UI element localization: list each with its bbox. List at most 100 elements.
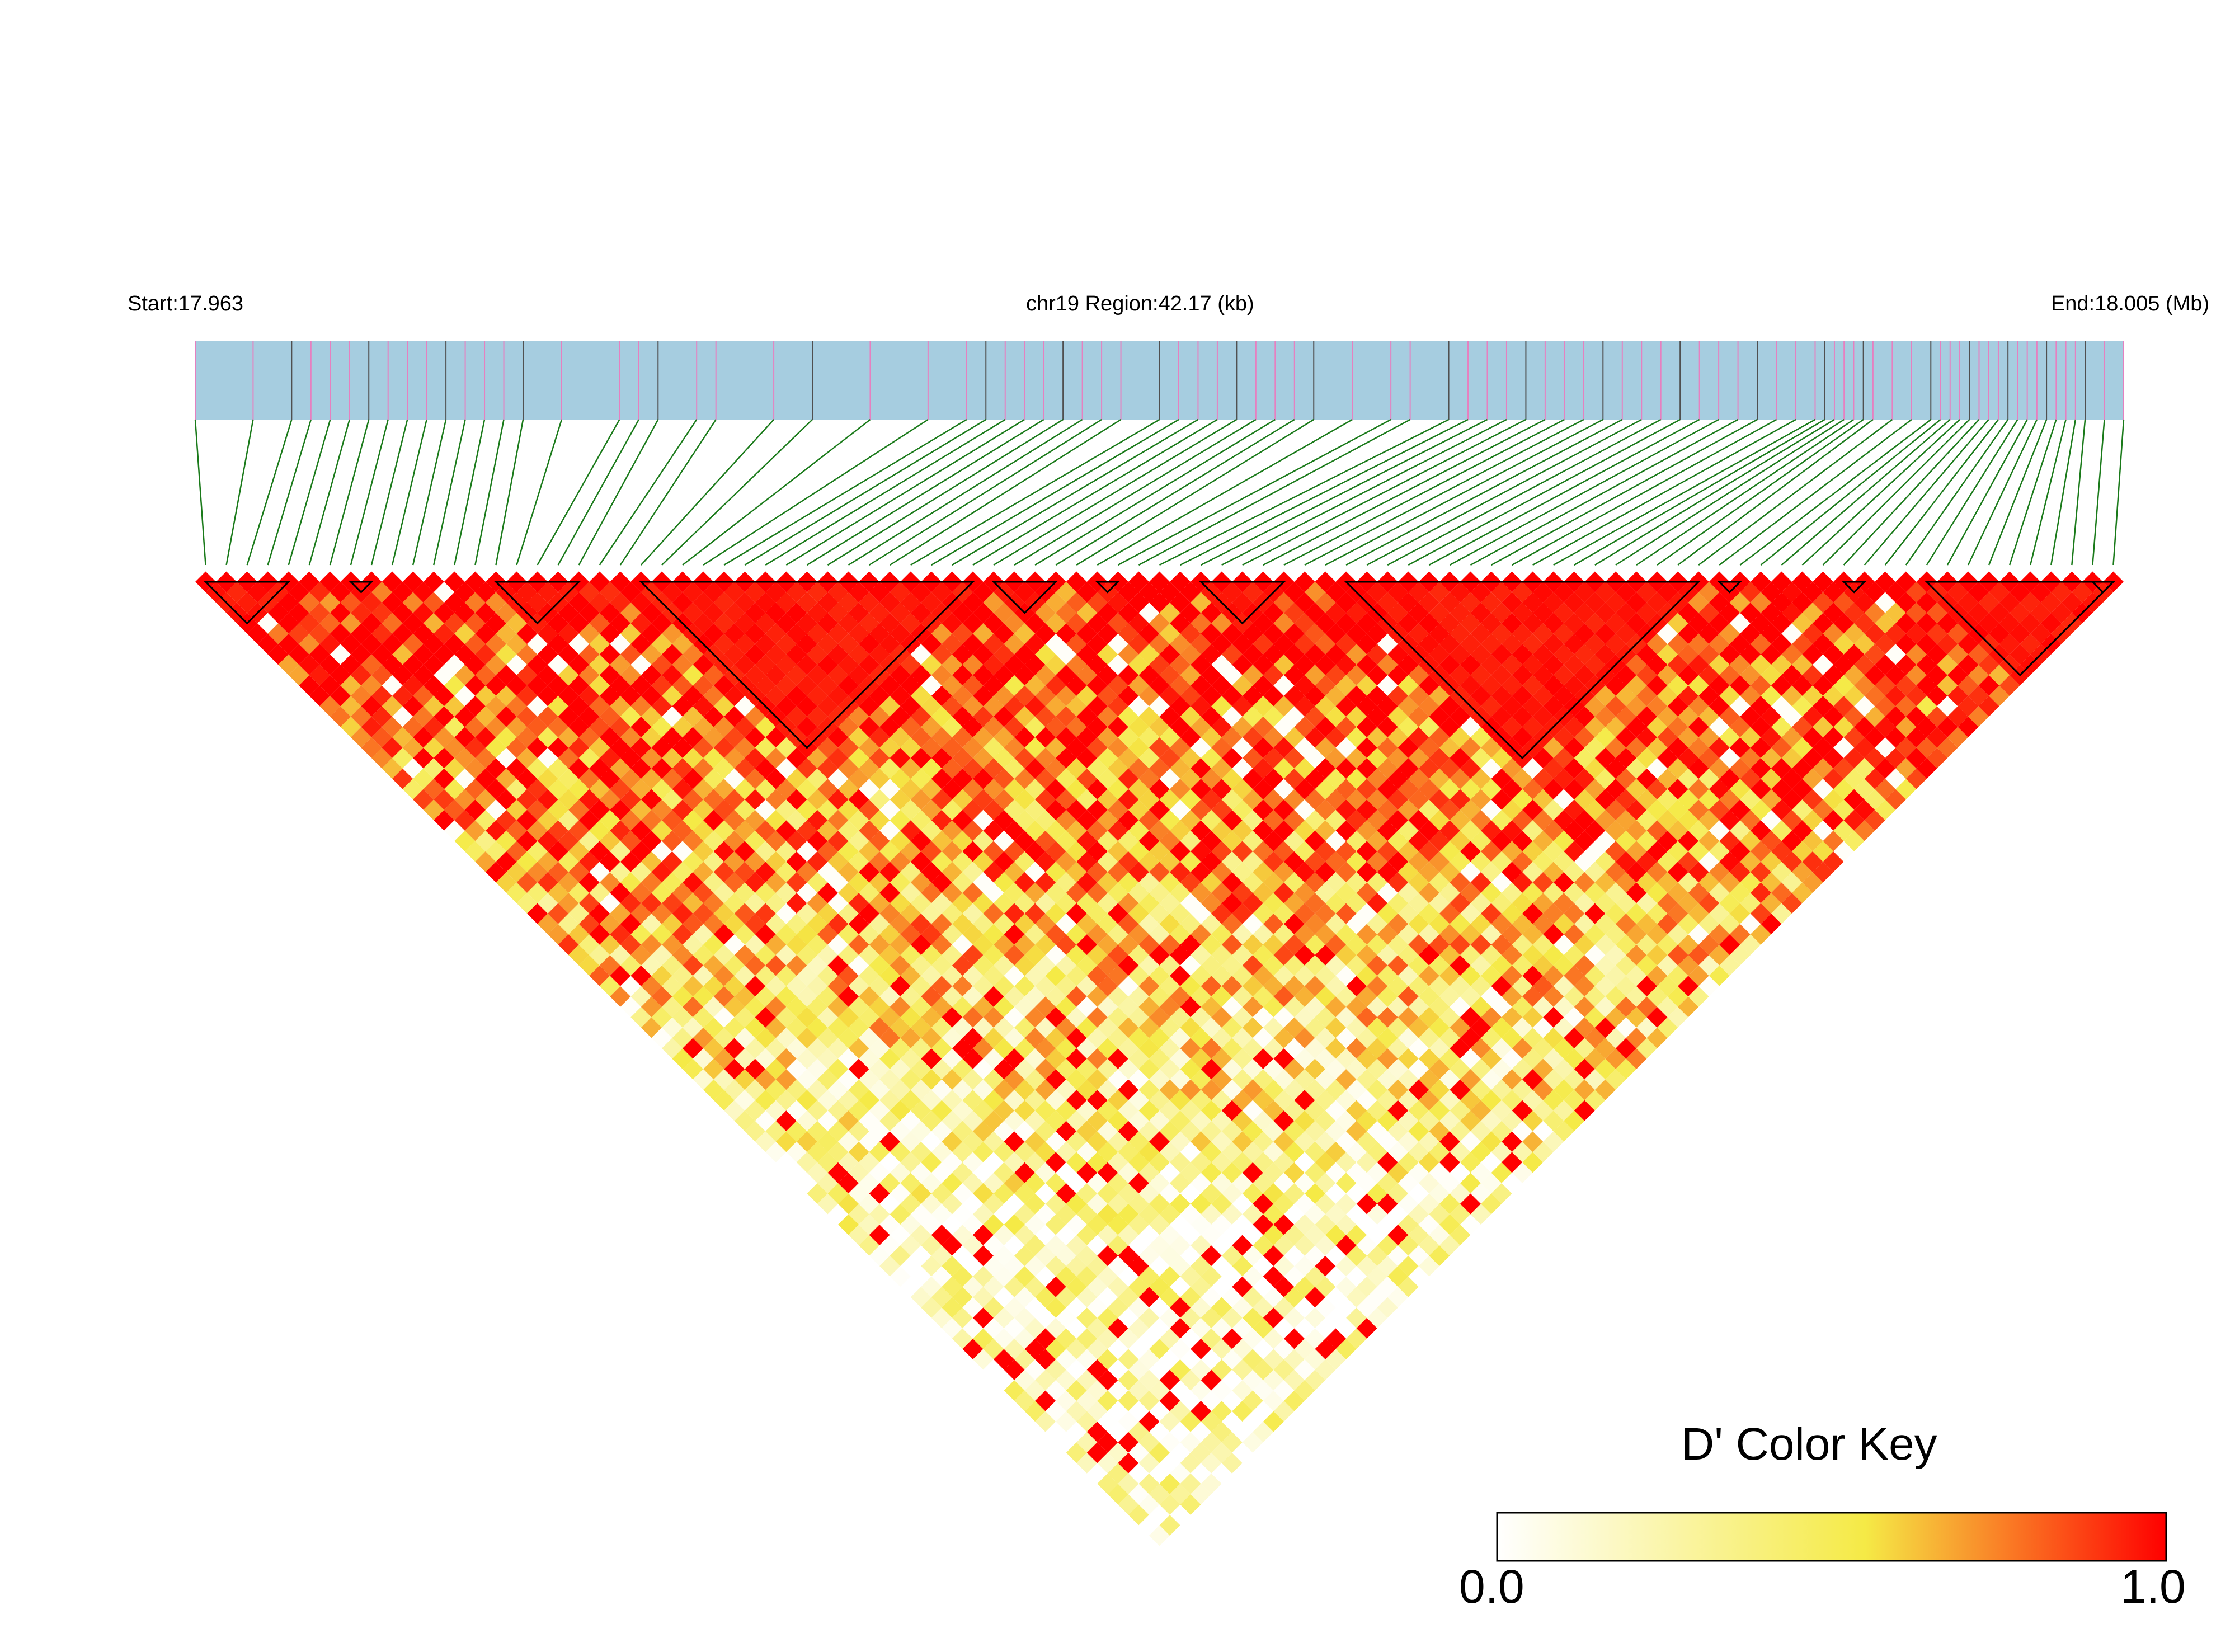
ld-cell (475, 747, 496, 769)
ld-cell (1346, 1307, 1367, 1329)
ld-cell (1128, 841, 1149, 862)
ld-cell (1180, 809, 1201, 831)
ld-cell (962, 1193, 984, 1215)
ld-cell (1045, 1317, 1066, 1339)
ld-cell (413, 603, 434, 624)
ld-cell (1875, 799, 1896, 821)
ld-cell (527, 799, 548, 821)
ld-cell (765, 1058, 787, 1080)
ld-diagonal-cell (444, 571, 465, 592)
ld-cell (962, 695, 984, 717)
ld-cell (1263, 955, 1284, 976)
ld-cell (1004, 675, 1025, 696)
ld-cell (1346, 914, 1367, 935)
ld-cell (962, 737, 984, 759)
snp-connector (225, 419, 254, 566)
ld-cell (1004, 841, 1025, 862)
ld-cell (350, 623, 372, 644)
ld-cell (548, 675, 569, 696)
ld-cell (962, 1152, 984, 1173)
ld-cell (392, 706, 413, 727)
ld-cell (807, 1183, 828, 1204)
ld-cell (838, 799, 859, 821)
ld-cell (879, 882, 901, 903)
ld-cell (1502, 779, 1523, 800)
ld-cell (548, 799, 569, 821)
ld-cell (724, 706, 745, 727)
ld-cell (1502, 654, 1523, 675)
ld-cell (765, 851, 787, 872)
ld-cell (350, 665, 372, 686)
ld-cell (1346, 1079, 1367, 1100)
ld-cell (1263, 1058, 1284, 1080)
ld-cell (496, 809, 517, 831)
ld-cell (1667, 799, 1688, 821)
ld-cell (879, 862, 901, 883)
ld-cell (1128, 862, 1149, 883)
ld-cell (1180, 1369, 1201, 1391)
snp-connector (578, 419, 659, 566)
ld-cell (1263, 1411, 1284, 1432)
ld-cell (599, 706, 620, 727)
ld-cell (807, 996, 828, 1018)
ld-cell (765, 1079, 787, 1100)
ld-cell (1346, 934, 1367, 956)
ld-cell (807, 851, 828, 872)
snp-connector (474, 419, 505, 566)
ld-cell (1045, 965, 1066, 986)
ld-cell (1004, 882, 1025, 903)
ld-cell (1086, 675, 1108, 696)
ld-cell (1750, 882, 1771, 903)
ld-cell (1263, 1017, 1284, 1038)
ld-cell (237, 592, 258, 613)
snp-connector (1967, 419, 2038, 566)
ld-cell (962, 1110, 984, 1132)
ld-cell (962, 1006, 984, 1028)
ld-cell (1128, 1110, 1149, 1132)
ld-cell (1823, 685, 1844, 707)
ld-cell (921, 654, 942, 675)
ld-cell (1045, 903, 1066, 924)
ld-cell (350, 603, 372, 624)
ld-cell (1750, 716, 1771, 737)
ld-cell (765, 809, 787, 831)
ld-cell (1004, 1297, 1025, 1318)
ld-cell (962, 944, 984, 966)
ld-cell (1045, 1048, 1066, 1070)
ld-cell (475, 685, 496, 707)
ld-cell (1263, 603, 1284, 624)
ld-cell (1180, 1390, 1201, 1411)
ld-cell (1045, 1173, 1066, 1194)
ld-cell (454, 623, 476, 644)
ld-cell (454, 768, 476, 789)
color-key-min-label: 0.0 (1459, 1560, 1524, 1613)
ld-cell (807, 768, 828, 789)
ld-cell (548, 779, 569, 800)
ld-cell (434, 809, 455, 831)
ld-cell (1667, 613, 1688, 634)
ld-cell (330, 706, 351, 727)
ld-cell (1346, 1287, 1367, 1308)
ld-cell (1004, 1090, 1025, 1111)
ld-cell (1346, 1058, 1367, 1080)
ld-diagonal-cell (1750, 571, 1771, 592)
ld-cell (921, 1110, 942, 1132)
ld-cell (962, 882, 984, 903)
ld-cell (1086, 737, 1108, 759)
ld-cell (1128, 944, 1149, 966)
ld-cell (641, 623, 662, 644)
ld-cell (1905, 623, 1927, 644)
ld-cell (475, 809, 496, 831)
ld-cell (1128, 799, 1149, 821)
ld-cell (1502, 613, 1523, 634)
ld-cell (1045, 716, 1066, 737)
snp-position-track (195, 341, 2124, 420)
ld-cell (1045, 1152, 1066, 1173)
ld-cell (962, 1131, 984, 1152)
ld-cell (1004, 1048, 1025, 1070)
ld-cell (1128, 1214, 1149, 1235)
ld-cell (1584, 799, 1606, 821)
ld-cell (683, 809, 704, 831)
ld-cell (1346, 872, 1367, 893)
ld-cell (558, 623, 579, 644)
